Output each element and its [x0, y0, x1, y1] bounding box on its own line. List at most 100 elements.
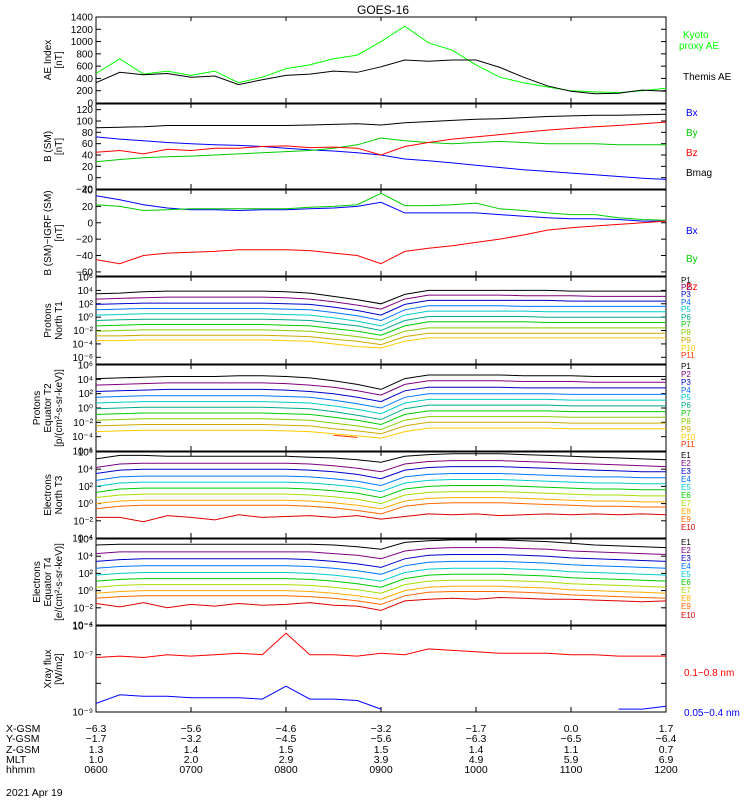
- series-line-p9: [96, 421, 666, 435]
- series-line-p2: [96, 380, 666, 396]
- legend-entry: E4: [681, 562, 691, 571]
- chart-title: GOES-16: [357, 3, 409, 17]
- series-line-p7: [96, 321, 666, 336]
- legend-entry: P11: [681, 351, 695, 360]
- y-tick-label: 100: [76, 117, 93, 128]
- y-tick-label: −40: [76, 251, 93, 262]
- series-group: [96, 453, 666, 523]
- position-table: X-GSM −6.3 −5.6 −4.6 −3.2 −1.7 0.0 1.7 Y-GSM −1.7…: [6, 723, 678, 776]
- panel-frame: [95, 625, 667, 713]
- series-line-p6: [96, 316, 666, 332]
- series-group: [96, 374, 666, 439]
- series-line-e5: [96, 479, 666, 493]
- position-row-value: −6.3: [86, 723, 107, 735]
- y-axis-label: Protons: [43, 303, 54, 337]
- y-axis-label: [p/(cm²-s-sr-keV)]: [54, 369, 65, 447]
- y-tick-label: 40: [82, 151, 94, 162]
- legend-entry: E3: [681, 467, 691, 476]
- position-row-label: MLT: [6, 754, 27, 766]
- y-tick-label: 400: [76, 74, 93, 85]
- series-line-p10: [96, 337, 666, 349]
- series-line-p9: [96, 332, 666, 346]
- legend-entry: P5: [681, 393, 691, 402]
- position-row-value: −3.2: [371, 723, 392, 735]
- legend-entry: E6: [681, 491, 691, 500]
- position-row-value: 1.4: [469, 744, 484, 756]
- panel-frame: [95, 16, 667, 104]
- legend-entry: P10: [681, 433, 696, 442]
- y-tick-label: 10⁶: [78, 273, 93, 284]
- y-tick-label: 0: [87, 218, 93, 229]
- position-row-value: 0800: [274, 764, 298, 776]
- legend-entry: E5: [681, 483, 691, 492]
- y-tick-label: 10⁻⁶: [72, 353, 93, 364]
- y-tick-label: 10⁻⁴: [72, 339, 93, 350]
- series-line-bz: [96, 121, 666, 156]
- legend-entry: E2: [681, 459, 691, 468]
- y-axis-label: AE Index: [43, 40, 54, 81]
- legend-entry: Bx: [686, 226, 698, 237]
- series-line-e1: [96, 539, 666, 550]
- y-axis-label: B (SM)−IGRF (SM): [43, 190, 54, 275]
- position-row-value: −6.4: [656, 733, 677, 745]
- legend-entry: P1: [681, 362, 691, 371]
- position-row-value: −1.7: [86, 733, 107, 745]
- series-line-e8: [96, 585, 666, 600]
- series-line-kyoto-proxy-ae: [96, 25, 666, 94]
- position-row-value: 1100: [560, 764, 583, 776]
- position-row-value: −3.2: [181, 733, 202, 745]
- position-row-value: 5.9: [564, 754, 579, 766]
- series-group: [96, 113, 666, 180]
- legend-entry: E9: [681, 515, 691, 524]
- position-row-value: 0.7: [659, 744, 674, 756]
- y-tick-label: 10²: [79, 299, 94, 310]
- series-line-e9: [96, 502, 666, 515]
- y-tick-label: 1400: [71, 13, 94, 24]
- position-row-value: −1.7: [466, 723, 487, 735]
- series-line-p4: [96, 305, 666, 322]
- legend-entry: P8: [681, 328, 691, 337]
- series-line-p1: [96, 374, 666, 390]
- y-axis-label: Protons: [32, 391, 43, 425]
- series-line-e4: [96, 473, 666, 487]
- y-tick-label: 10²: [79, 569, 94, 580]
- y-tick-label: 10⁴: [78, 465, 93, 476]
- y-tick-label: 10²: [79, 482, 94, 493]
- y-tick-label: 0: [87, 99, 93, 110]
- y-axis-label: Equator T2: [43, 383, 54, 433]
- series-group: [96, 25, 666, 95]
- position-row-label: hhmm: [6, 764, 35, 776]
- legend-entry: E7: [681, 586, 691, 595]
- y-tick-label: 10⁻⁶: [72, 622, 93, 633]
- legend-entry: E10: [681, 523, 696, 532]
- panel-protons_t2: 10⁻⁶ 10⁻⁴ 10⁻² 10⁰ 10² 10⁴ 10⁶ Protons Equator T…: [32, 361, 696, 458]
- legend-entry: 0.05−0.4 nm: [684, 708, 740, 719]
- legend-entry: E9: [681, 602, 691, 611]
- series-line-p5: [96, 310, 666, 327]
- series-line-p3: [96, 299, 666, 316]
- y-tick-label: 10⁻⁴: [72, 621, 93, 632]
- y-tick-label: 1200: [71, 25, 94, 36]
- series-line-e10: [96, 596, 666, 611]
- y-tick-label: 10⁰: [78, 313, 93, 324]
- y-tick-label: 10⁴: [78, 375, 93, 386]
- position-row-value: −6.3: [466, 733, 487, 745]
- y-tick-label: 10⁶: [78, 448, 93, 459]
- position-row-value: 1.5: [279, 744, 294, 756]
- position-row-value: 0600: [84, 764, 108, 776]
- y-tick-label: 10⁻⁶: [72, 447, 93, 458]
- panel-electrons_t4: 10⁻⁴ 10⁻² 10⁰ 10² 10⁴ 10⁶ Electrons Equator T4[…: [32, 535, 696, 632]
- position-row-value: 1.7: [659, 723, 674, 735]
- y-tick-label: 20: [82, 202, 94, 213]
- series-line-e1: [96, 453, 666, 463]
- legend-entry: P10: [681, 344, 696, 353]
- y-tick-label: −20: [76, 185, 93, 196]
- y-tick-label: −60: [76, 267, 93, 278]
- y-tick-label: 600: [76, 62, 93, 73]
- y-tick-label: 20: [82, 162, 94, 173]
- series-line-e8: [96, 497, 666, 510]
- series-line-e7: [96, 579, 666, 594]
- y-axis-label: Xray flux: [43, 650, 54, 689]
